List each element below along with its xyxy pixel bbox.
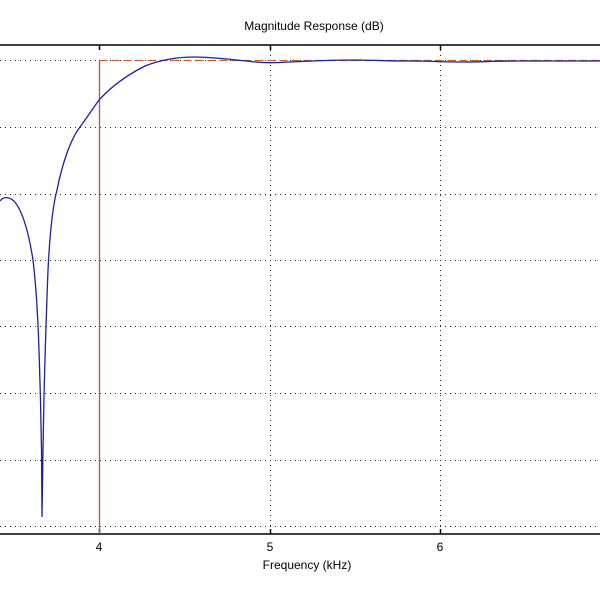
x-tick-label: 4 [95, 540, 103, 554]
magnitude-response-curve [0, 56, 600, 518]
x-axis-label: Frequency (kHz) [262, 558, 352, 572]
x-tick-label: 6 [436, 540, 444, 554]
x-tick-label: 5 [266, 540, 274, 554]
chart-title: Magnitude Response (dB) [244, 19, 384, 33]
horizontal-gridlines [0, 60, 600, 527]
